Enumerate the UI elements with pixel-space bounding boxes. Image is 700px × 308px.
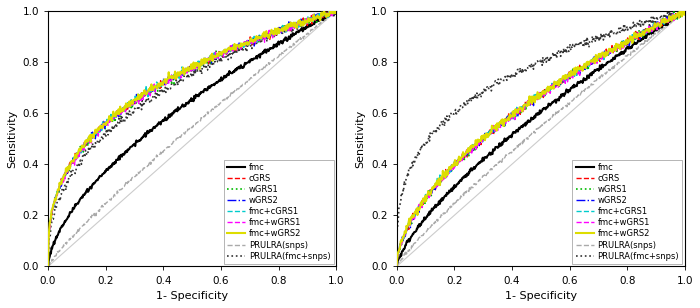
X-axis label: 1- Specificity: 1- Specificity — [156, 291, 228, 301]
Legend: fmc, cGRS, wGRS1, wGRS2, fmc+cGRS1, fmc+wGRS1, fmc+wGRS2, PRULRA(snps), PRULRA(f: fmc, cGRS, wGRS1, wGRS2, fmc+cGRS1, fmc+… — [573, 160, 682, 264]
Y-axis label: Sensitivity: Sensitivity — [356, 110, 365, 168]
Legend: fmc, cGRS, wGRS1, wGRS2, fmc+cGRS1, fmc+wGRS1, fmc+wGRS2, PRULRA(snps), PRULRA(f: fmc, cGRS, wGRS1, wGRS2, fmc+cGRS1, fmc+… — [224, 160, 334, 264]
X-axis label: 1- Specificity: 1- Specificity — [505, 291, 577, 301]
Y-axis label: Sensitivity: Sensitivity — [7, 110, 17, 168]
